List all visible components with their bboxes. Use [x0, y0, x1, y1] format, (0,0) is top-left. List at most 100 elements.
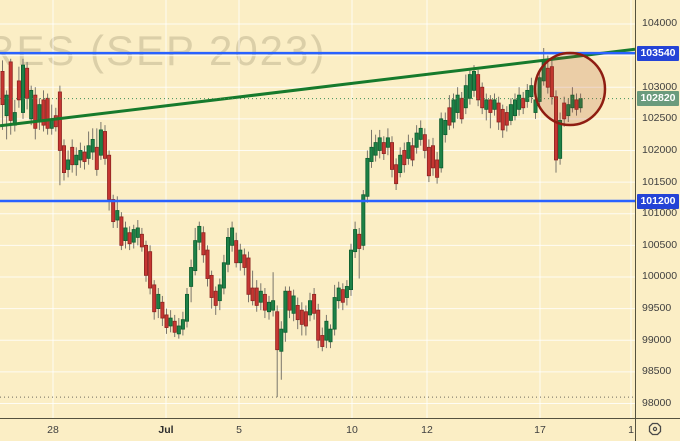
gridlines	[0, 0, 635, 418]
candle	[398, 154, 403, 174]
candle	[234, 240, 239, 264]
candle	[353, 229, 358, 253]
candle	[33, 94, 38, 129]
candle	[299, 309, 304, 325]
scale-settings-gear-icon[interactable]	[647, 421, 663, 437]
candle	[426, 146, 431, 177]
price-tick-label: 103000	[642, 80, 678, 93]
candle	[476, 74, 481, 101]
candle	[422, 134, 427, 151]
price-tick-label: 100000	[642, 270, 678, 283]
time-tick-label: 17	[534, 424, 546, 436]
candle	[369, 146, 374, 162]
candle	[451, 99, 456, 123]
candle	[488, 99, 493, 113]
candle	[562, 102, 567, 120]
candle	[193, 240, 198, 272]
candle	[213, 290, 218, 306]
candle	[332, 297, 337, 330]
candle	[492, 99, 497, 110]
candle	[156, 293, 161, 309]
candle	[111, 199, 116, 223]
candle	[103, 131, 108, 159]
candle	[348, 249, 353, 291]
candle	[164, 314, 169, 328]
candle	[283, 290, 288, 333]
candle	[303, 311, 308, 327]
price-axis[interactable]: 104000 103000 102500 102000 101500 101000 1005…	[635, 0, 680, 441]
time-tick-label: 10	[346, 424, 358, 436]
candle	[496, 102, 501, 123]
candle	[266, 301, 271, 313]
trendline[interactable]	[0, 47, 635, 128]
time-axis[interactable]: 28 Jul 5 10 12 17 1	[0, 418, 680, 441]
candle	[62, 145, 67, 174]
candle	[320, 335, 325, 347]
candle	[463, 85, 468, 109]
candle	[209, 274, 214, 298]
price-badge-102820: 102820	[637, 91, 679, 107]
candle	[74, 154, 79, 166]
candle	[0, 71, 5, 106]
price-tick-label: 104000	[642, 17, 678, 30]
candle	[123, 227, 128, 241]
candle	[197, 225, 202, 243]
candle	[250, 287, 255, 302]
candle	[316, 309, 321, 341]
candle	[504, 112, 509, 126]
candle	[217, 284, 222, 302]
candle	[160, 301, 165, 319]
candle	[500, 108, 505, 131]
candle	[365, 157, 370, 197]
candle	[328, 328, 333, 343]
candle	[570, 94, 575, 109]
candle	[20, 64, 25, 113]
candle	[127, 232, 132, 245]
candle	[168, 317, 173, 327]
candle	[566, 104, 571, 117]
candle	[307, 300, 312, 316]
candle	[37, 104, 42, 123]
candle	[90, 138, 95, 153]
candle	[82, 151, 87, 162]
candles-layer	[0, 48, 583, 398]
price-tick-label: 101000	[642, 207, 678, 220]
candle	[361, 194, 366, 246]
candle	[98, 129, 103, 156]
candle	[558, 120, 563, 159]
candle	[176, 325, 181, 335]
price-badge-103540: 103540	[637, 45, 679, 61]
candle	[139, 233, 144, 248]
candle	[291, 295, 296, 314]
candle	[455, 94, 460, 113]
candle	[336, 287, 341, 302]
price-tick-label: 101500	[642, 175, 678, 188]
candle	[66, 159, 71, 170]
highlight-circle[interactable]	[533, 51, 607, 127]
candle	[377, 137, 382, 151]
price-tick-label: 102000	[642, 143, 678, 156]
price-tick-label: 98000	[642, 396, 672, 409]
candle	[385, 137, 390, 148]
candle	[57, 91, 62, 151]
candle	[287, 290, 292, 311]
candle	[119, 216, 124, 246]
candle	[312, 293, 317, 314]
candle	[435, 159, 440, 178]
candle	[545, 67, 550, 88]
candle	[143, 244, 148, 276]
price-tick-label: 98500	[642, 365, 672, 378]
candle	[152, 284, 157, 313]
candle	[410, 145, 415, 161]
candle	[389, 142, 394, 170]
price-chart[interactable]	[0, 0, 635, 418]
candle	[402, 150, 407, 166]
candle	[418, 127, 423, 140]
candle	[517, 94, 522, 110]
candle	[443, 120, 448, 136]
candle	[189, 267, 194, 287]
candle	[242, 254, 247, 268]
candle	[86, 145, 91, 159]
candle	[549, 66, 554, 98]
